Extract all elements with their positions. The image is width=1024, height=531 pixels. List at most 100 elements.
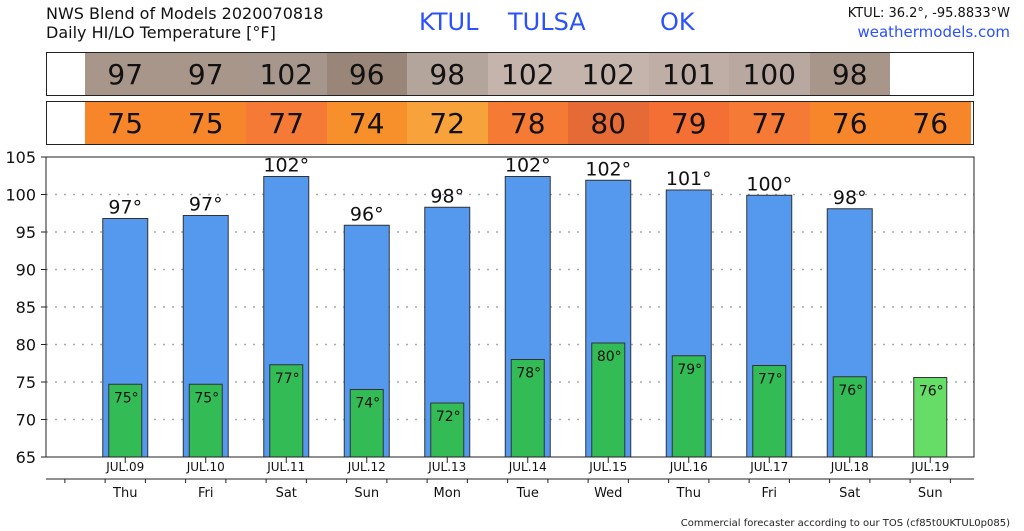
high-temp-bar	[585, 179, 632, 458]
lo-temp-cell: 77	[729, 102, 810, 144]
footer-note: Commercial forecaster according to our T…	[680, 518, 1010, 529]
high-temp-bar	[665, 189, 712, 458]
low-temp-label: 75°	[114, 390, 139, 406]
high-temp-bar	[826, 208, 873, 458]
low-temp-strip: 75 75 77 74 72 78 80 79 77 76 76	[46, 101, 974, 145]
weekday-label: Sat	[839, 486, 860, 501]
low-temp-bar	[671, 355, 706, 458]
hi-temp-cell: 96	[326, 53, 407, 95]
y-tick-label: 65	[16, 448, 36, 467]
weekday-label: Tue	[516, 486, 539, 501]
hi-temp-cell: 97	[85, 53, 166, 95]
weekday-label: Sun	[354, 486, 379, 501]
y-tick-label: 100	[5, 186, 36, 205]
chart-subtitle: Daily HI/LO Temperature [°F]	[46, 23, 276, 42]
x-tick-label: JUL.10	[186, 460, 225, 474]
high-temp-label: 102°	[505, 155, 551, 177]
high-temp-bar	[263, 176, 310, 458]
low-temp-label: 74°	[355, 396, 380, 412]
low-temp-label: 80°	[597, 349, 622, 365]
lo-temp-cell: 72	[407, 102, 488, 144]
y-tick-label: 85	[16, 298, 36, 317]
high-temp-label: 98°	[833, 187, 867, 209]
station-state: OK	[660, 8, 695, 36]
station-code: KTUL	[419, 8, 479, 36]
x-tick-label: JUL.15	[588, 460, 627, 474]
hi-temp-cell	[890, 53, 971, 95]
x-tick-label: JUL.19	[910, 460, 949, 474]
y-tick-label: 95	[16, 223, 36, 242]
x-tick-label: JUL.18	[830, 460, 869, 474]
lo-temp-cell: 74	[326, 102, 407, 144]
chart-header-right: KTUL: 36.2°, -95.8833°W weathermodels.co…	[848, 4, 1010, 42]
x-tick-label: JUL.09	[105, 460, 144, 474]
lo-temp-cell: 75	[85, 102, 166, 144]
station-coordinates: KTUL: 36.2°, -95.8833°W	[847, 6, 1010, 21]
hi-temp-cell: 98	[407, 53, 488, 95]
low-temp-label: 72°	[436, 409, 461, 425]
high-temp-label: 96°	[350, 203, 384, 225]
station-city: TULSA	[508, 8, 586, 36]
lo-temp-cell: 76	[890, 102, 971, 144]
weekday-label: Fri	[198, 486, 214, 501]
high-temp-label: 102°	[585, 158, 631, 180]
low-temp-bar	[510, 359, 545, 458]
weekday-label: Wed	[594, 486, 622, 501]
model-title: NWS Blend of Models 2020070818	[46, 4, 324, 23]
high-temp-label: 100°	[746, 173, 792, 195]
hi-temp-cell: 98	[809, 53, 890, 95]
high-temp-bar	[746, 194, 793, 458]
x-tick-label: JUL.13	[427, 460, 466, 474]
high-temp-bar	[343, 224, 390, 458]
y-tick-label: 105	[5, 148, 36, 167]
low-temp-bar	[913, 377, 948, 458]
chart-header-left: NWS Blend of Models 2020070818 Daily HI/…	[46, 4, 323, 42]
high-temp-bar	[182, 215, 229, 458]
y-tick-label: 80	[16, 336, 36, 355]
low-temp-bar	[269, 364, 304, 458]
high-temp-label: 102°	[263, 155, 309, 177]
x-tick-label: JUL.12	[347, 460, 386, 474]
high-temp-strip: 97 97 102 96 98 102 102 101 100 98	[46, 52, 974, 96]
high-temp-bar	[102, 218, 149, 458]
high-temp-label: 101°	[666, 168, 712, 190]
high-temp-label: 97°	[189, 194, 223, 216]
high-temp-bar	[504, 176, 551, 458]
hi-temp-cell: 102	[246, 53, 327, 95]
y-tick-label: 90	[16, 261, 36, 280]
hi-temp-cell: 97	[165, 53, 246, 95]
low-temp-label: 78°	[516, 366, 541, 382]
low-temp-bar	[349, 389, 384, 458]
low-temp-bar	[591, 342, 626, 458]
weekday-label: Sat	[276, 486, 297, 501]
x-tick-label: JUL.17	[749, 460, 788, 474]
x-tick-label: JUL.14	[508, 460, 547, 474]
lo-temp-cell: 80	[568, 102, 649, 144]
x-tick-label: JUL.16	[669, 460, 708, 474]
lo-temp-cell: 76	[809, 102, 890, 144]
site-link[interactable]: weathermodels.com	[857, 23, 1010, 41]
low-temp-label: 79°	[677, 362, 702, 378]
high-temp-label: 98°	[430, 185, 464, 207]
low-temp-bar	[188, 383, 223, 458]
low-temp-label: 75°	[194, 390, 219, 406]
low-temp-bar	[832, 376, 867, 458]
plot-frame	[45, 156, 975, 458]
low-temp-label: 76°	[838, 383, 863, 399]
y-tick-label: 70	[16, 411, 36, 430]
y-tick-label: 75	[16, 373, 36, 392]
lo-temp-cell: 78	[487, 102, 568, 144]
low-temp-label: 76°	[919, 384, 944, 400]
weekday-label: Thu	[112, 486, 137, 501]
high-temp-bar	[424, 206, 471, 458]
lo-temp-cell: 79	[648, 102, 729, 144]
weekday-label: Fri	[762, 486, 778, 501]
hi-temp-cell: 100	[729, 53, 810, 95]
low-temp-bar	[430, 402, 465, 458]
weekday-label: Sun	[918, 486, 943, 501]
low-temp-label: 77°	[275, 371, 300, 387]
hi-temp-cell: 102	[487, 53, 568, 95]
hi-temp-cell: 101	[648, 53, 729, 95]
low-temp-label: 77°	[758, 372, 783, 388]
high-temp-label: 97°	[108, 197, 142, 219]
